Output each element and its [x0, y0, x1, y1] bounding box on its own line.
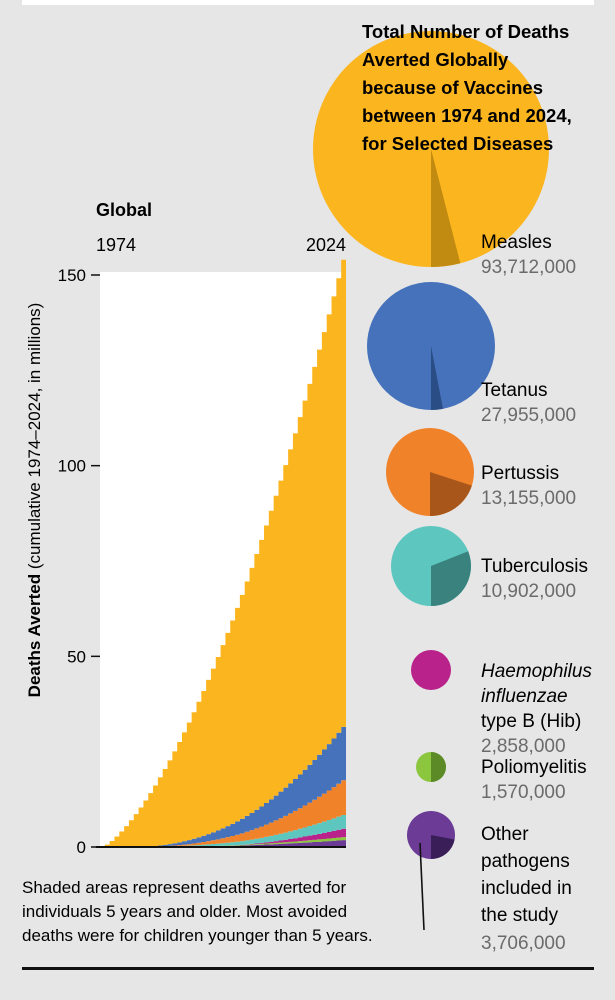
- value-hib: 2,858,000: [481, 736, 566, 757]
- label-hib: type B (Hib): [481, 711, 581, 732]
- value-polio: 1,570,000: [481, 782, 566, 803]
- top-rule: [22, 0, 594, 5]
- label-tb: Tuberculosis: [481, 556, 588, 577]
- area-chart-title: Global: [96, 200, 152, 220]
- pie-pertussis-slice-5plus: [430, 472, 472, 516]
- pie-tb: [391, 526, 471, 606]
- pie-tb-slice-5plus: [431, 551, 471, 606]
- label-tetanus: Tetanus: [481, 380, 548, 401]
- x-start-label: 1974: [96, 235, 136, 255]
- pie-pertussis: [386, 428, 474, 516]
- y-tick-label: 0: [77, 838, 86, 857]
- label-pertussis: Pertussis: [481, 463, 559, 484]
- pie-hib-slice-under5: [411, 650, 451, 690]
- label-other: Other: [481, 824, 529, 845]
- area-tb: [100, 814, 346, 847]
- pie-measles: [313, 31, 549, 267]
- label-hib-italic-2: influenzae: [481, 686, 568, 707]
- pie-polio-slice-5plus: [431, 752, 446, 782]
- bottom-rule: [22, 967, 594, 970]
- pie-measles-slice-5plus: [431, 149, 461, 267]
- pie-other: [407, 811, 455, 859]
- label-polio: Poliomyelitis: [481, 757, 587, 778]
- pie-tetanus: [367, 282, 495, 410]
- label-measles: Measles: [481, 232, 552, 253]
- value-tb: 10,902,000: [481, 581, 576, 602]
- area-other: [100, 840, 346, 847]
- y-tick-label: 150: [58, 266, 86, 285]
- y-tick-label: 100: [58, 457, 86, 476]
- y-axis: 0 50 100 150: [58, 266, 100, 857]
- pie-hib: [411, 650, 451, 690]
- label-other: the study: [481, 905, 559, 926]
- pointer-line: [419, 842, 425, 931]
- pie-polio: [416, 752, 446, 782]
- pie-chart-group: [313, 31, 549, 859]
- value-pertussis: 13,155,000: [481, 488, 576, 509]
- pie-chart-title: Total Number of Deaths Averted Globally be…: [362, 21, 572, 154]
- footnote: Shaded areas represent deaths averted fo…: [22, 878, 373, 945]
- area-pertussis: [100, 780, 346, 847]
- value-tetanus: 27,955,000: [481, 405, 576, 426]
- pie-other-slice-5plus: [431, 835, 455, 859]
- area-chart: 0 50 100 150 Global 1974 2024 Deaths Averte…: [25, 200, 346, 857]
- x-end-label: 2024: [306, 235, 346, 255]
- area-measles: [100, 259, 346, 847]
- area-polio: [100, 837, 346, 847]
- y-axis-label: Deaths Averted (cumulative 1974–2024, in…: [25, 303, 44, 698]
- pie-labels: Measles 93,712,000 Tetanus 27,955,000 Pertus…: [481, 232, 592, 954]
- y-tick-label: 50: [67, 647, 86, 666]
- label-other: pathogens: [481, 851, 570, 872]
- value-measles: 93,712,000: [481, 257, 576, 278]
- area-layers: [100, 259, 346, 847]
- label-other: included in: [481, 878, 572, 899]
- value-other: 3,706,000: [481, 933, 566, 954]
- label-hib-italic: Haemophilus: [481, 661, 592, 682]
- pie-tetanus-slice-5plus: [431, 346, 443, 410]
- area-tetanus: [100, 726, 346, 847]
